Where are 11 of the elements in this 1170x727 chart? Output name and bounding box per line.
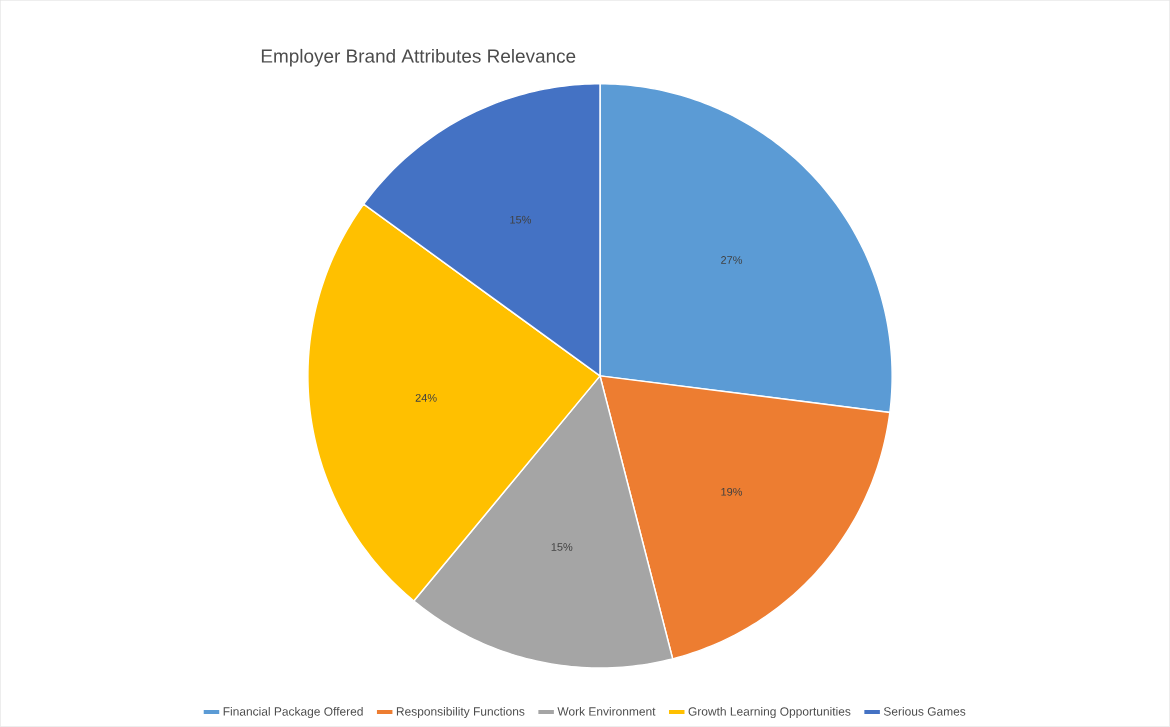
data-label: 15% (510, 215, 532, 224)
legend-label: Work Environment (557, 707, 656, 716)
data-label: 24% (415, 394, 437, 402)
data-label: 19% (721, 488, 743, 496)
chart-title: Employer Brand Attributes Relevance (261, 48, 576, 67)
legend-label: Growth Learning Opportunities (688, 707, 851, 719)
data-label: 15% (551, 543, 573, 551)
legend-label: Responsibility Functions (396, 707, 525, 719)
legend-label: Serious Games (883, 707, 966, 716)
legend-label: Financial Package Offered (223, 707, 363, 719)
data-label: 27% (721, 256, 743, 264)
